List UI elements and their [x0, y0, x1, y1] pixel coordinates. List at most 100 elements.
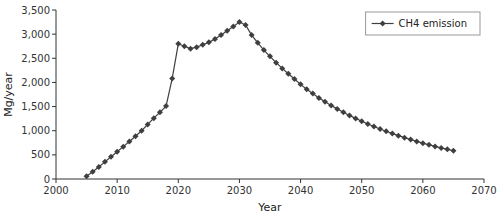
- data-point: [157, 109, 163, 115]
- data-point: [346, 112, 352, 118]
- data-point: [285, 71, 291, 77]
- data-point: [145, 121, 151, 127]
- x-tick-label: 2030: [227, 185, 252, 196]
- data-point: [402, 135, 408, 141]
- data-point: [200, 42, 206, 48]
- data-point: [188, 46, 194, 52]
- data-point: [316, 95, 322, 101]
- data-point: [304, 86, 310, 92]
- data-point: [414, 138, 420, 144]
- axes: 2000201020202030204020502060207005001,00…: [21, 5, 496, 197]
- x-tick-label: 2010: [104, 185, 129, 196]
- y-tick: [52, 106, 56, 107]
- y-tick-label: 2,500: [21, 53, 50, 64]
- x-tick-label: 2040: [288, 185, 313, 196]
- x-tick: [56, 179, 57, 183]
- y-tick-label: 2,000: [21, 77, 50, 88]
- y-tick-label: 0: [44, 174, 50, 185]
- y-tick-label: 1,500: [21, 101, 50, 112]
- data-point: [371, 124, 377, 130]
- y-tick: [52, 130, 56, 131]
- data-point: [444, 146, 450, 152]
- data-point: [261, 47, 267, 53]
- data-point: [175, 41, 181, 47]
- y-tick-label: 1,000: [21, 125, 50, 136]
- y-tick: [52, 10, 56, 11]
- legend-box: [366, 12, 480, 35]
- data-point: [230, 23, 236, 29]
- data-point: [243, 22, 249, 28]
- data-point: [365, 121, 371, 127]
- data-point: [426, 142, 432, 148]
- legend-label: CH4 emission: [399, 18, 467, 29]
- data-point: [298, 81, 304, 87]
- data-point: [340, 109, 346, 115]
- data-point: [334, 106, 340, 112]
- data-point: [389, 131, 395, 137]
- data-point: [249, 32, 255, 38]
- data-point: [383, 128, 389, 134]
- data-point: [353, 115, 359, 121]
- x-tick: [239, 179, 240, 183]
- data-point: [420, 140, 426, 146]
- y-tick-label: 3,500: [21, 5, 50, 16]
- data-point: [96, 164, 102, 170]
- x-tick: [300, 179, 301, 183]
- y-axis-line: [56, 10, 57, 179]
- data-point: [450, 148, 456, 154]
- x-tick-label: 2070: [471, 185, 496, 196]
- data-point: [139, 128, 145, 134]
- data-point: [328, 102, 334, 108]
- data-point: [108, 154, 114, 160]
- y-tick: [52, 34, 56, 35]
- data-point: [279, 65, 285, 71]
- data-point: [90, 169, 96, 175]
- chart: 2000201020202030204020502060207005001,00…: [0, 0, 500, 217]
- data-point: [432, 143, 438, 149]
- data-point: [224, 28, 230, 34]
- x-tick-label: 2050: [349, 185, 374, 196]
- data-point: [377, 126, 383, 132]
- y-tick: [52, 154, 56, 155]
- x-tick-label: 2020: [166, 185, 191, 196]
- data-point: [120, 144, 126, 150]
- x-axis-line: [56, 179, 484, 180]
- data-point: [438, 145, 444, 151]
- data-point: [151, 115, 157, 121]
- data-point: [322, 99, 328, 105]
- data-point: [255, 40, 261, 46]
- x-tick: [178, 179, 179, 183]
- data-point: [181, 43, 187, 49]
- data-point: [408, 137, 414, 143]
- y-tick-label: 3,000: [21, 29, 50, 40]
- data-point: [102, 159, 108, 165]
- data-point: [267, 53, 273, 59]
- data-point: [212, 36, 218, 42]
- x-tick: [361, 179, 362, 183]
- data-point: [273, 60, 279, 66]
- data-point: [236, 19, 242, 25]
- plot-data: [84, 19, 457, 179]
- data-point: [84, 173, 90, 179]
- x-tick-label: 2000: [43, 185, 68, 196]
- data-point: [218, 32, 224, 38]
- data-point: [206, 39, 212, 45]
- y-axis-label: Mg/year: [2, 72, 15, 117]
- x-axis-label: Year: [257, 201, 282, 214]
- data-point: [395, 133, 401, 139]
- x-tick: [422, 179, 423, 183]
- y-tick: [52, 82, 56, 83]
- legend: CH4 emission: [366, 12, 480, 35]
- y-tick: [52, 58, 56, 59]
- data-point: [169, 76, 175, 82]
- data-point: [291, 76, 297, 82]
- data-point: [132, 133, 138, 139]
- y-tick: [52, 179, 56, 180]
- data-point: [126, 139, 132, 145]
- y-tick-label: 500: [31, 149, 50, 160]
- data-point: [163, 103, 169, 109]
- legend-marker: [380, 21, 386, 27]
- data-point: [194, 44, 200, 50]
- x-tick: [484, 179, 485, 183]
- series-line: [87, 22, 454, 176]
